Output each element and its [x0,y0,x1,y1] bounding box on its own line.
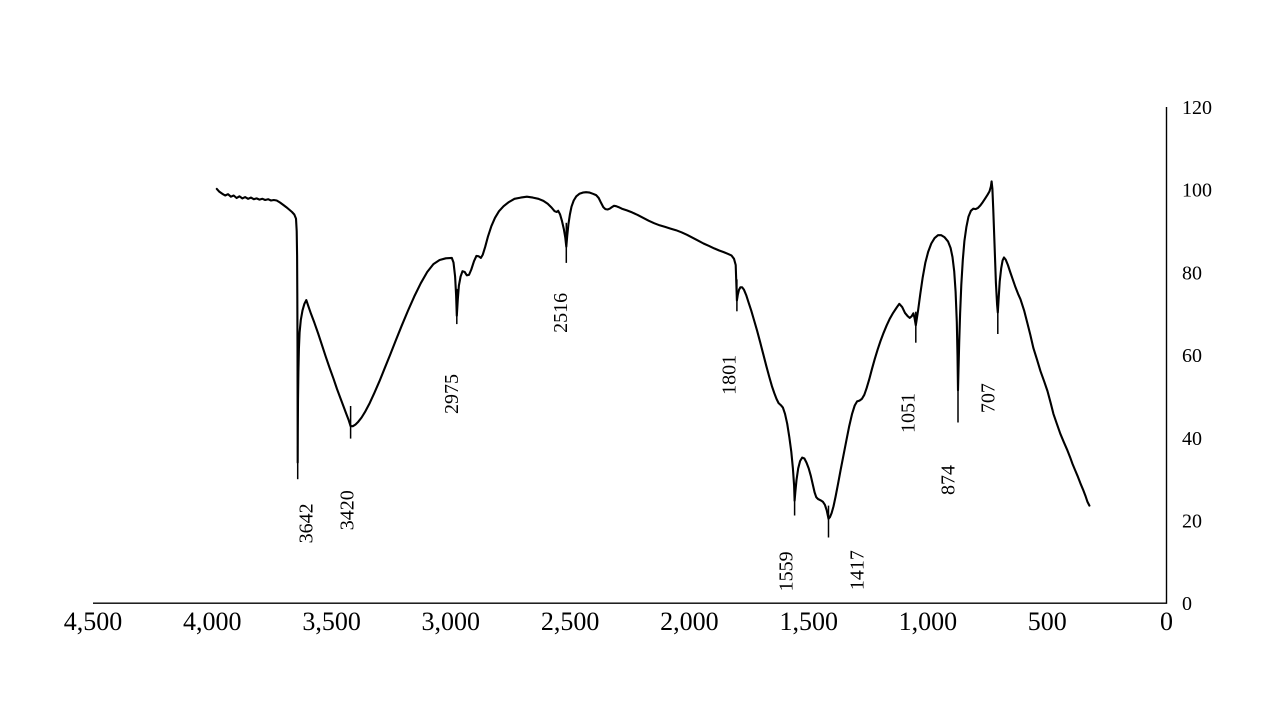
peak-label-707: 707 [977,383,999,413]
peak-label-874: 874 [937,465,959,495]
peak-label-2975: 2975 [441,374,463,414]
y-axis-tick-label: 120 [1182,97,1212,119]
x-axis-tick-label: 2,000 [660,607,719,636]
y-axis-tick-label: 60 [1182,345,1202,367]
axis-lines [93,107,1168,604]
x-axis-tick-label: 4,000 [183,607,242,636]
y-axis-tick-label: 100 [1182,180,1212,202]
peak-label-2516: 2516 [550,293,572,333]
y-axis-tick-label: 0 [1182,593,1192,615]
x-axis-tick-label: 3,500 [302,607,361,636]
x-axis-tick-label: 2,500 [541,607,600,636]
peak-label-1051: 1051 [897,393,919,433]
y-axis-tick-label: 80 [1182,262,1202,284]
x-axis-tick-label: 1,000 [899,607,958,636]
peak-label-3642: 3642 [295,503,317,543]
peak-label-1801: 1801 [718,355,740,395]
y-axis-tick-label: 40 [1182,428,1202,450]
spectrum-curve [215,180,1091,520]
x-axis-tick-label: 1,500 [779,607,838,636]
x-axis-tick-label: 3,000 [422,607,481,636]
x-axis-tick-label: 4,500 [64,607,123,636]
peak-label-3420: 3420 [336,490,358,530]
peak-label-1559: 1559 [775,551,797,591]
x-axis-tick-label: 500 [1028,607,1067,636]
y-axis-tick-label: 20 [1182,511,1202,533]
x-axis-tick-label: 0 [1160,607,1173,636]
peak-label-1417: 1417 [846,550,868,590]
